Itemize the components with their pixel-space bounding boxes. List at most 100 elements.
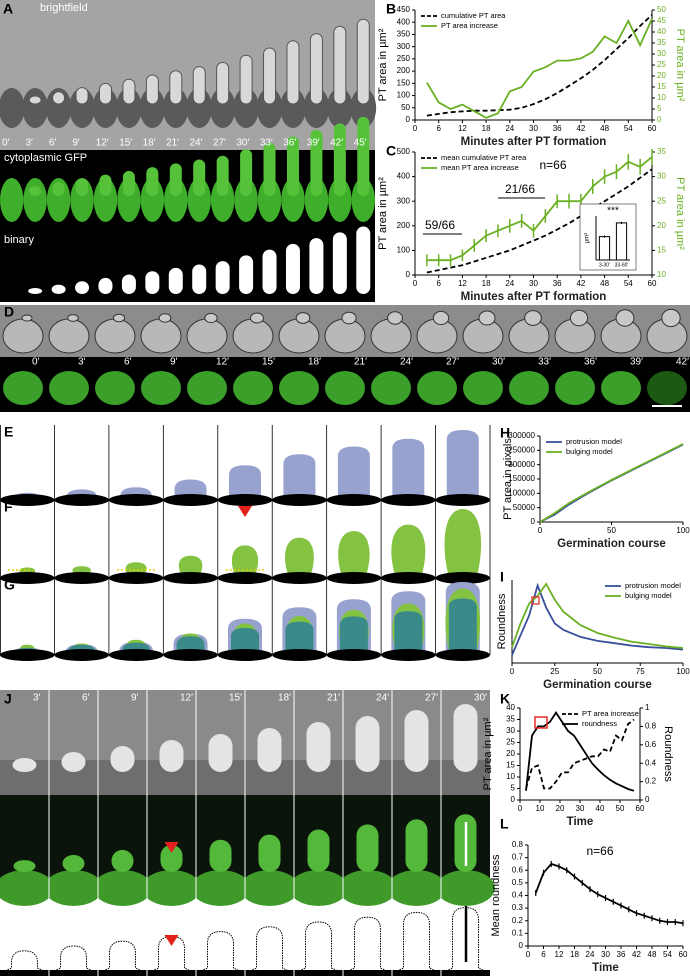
panel-letter: E	[4, 424, 13, 440]
cell	[48, 318, 90, 354]
y2-tick-label: 30	[657, 172, 666, 181]
outline-ground	[49, 970, 98, 976]
bud	[250, 312, 264, 324]
ground	[163, 494, 218, 506]
x-tick-label: 42	[576, 124, 585, 133]
tube	[356, 18, 370, 105]
bulging-shape	[178, 555, 203, 574]
y-tick-label: 15	[506, 761, 515, 770]
y2-tick-label: 50	[657, 5, 666, 14]
gfp-ground	[387, 870, 446, 906]
gfp-cell	[233, 371, 273, 405]
bud	[661, 308, 681, 328]
gfp-blob	[13, 860, 36, 872]
y-tick-label: 100	[397, 246, 411, 255]
series-line	[426, 156, 653, 262]
bf-blob	[257, 728, 282, 772]
y2-tick-label: 10	[657, 93, 666, 102]
x-tick-label: 0	[413, 124, 418, 133]
time-label: 15′	[119, 138, 132, 149]
y2-tick-label: 15	[657, 82, 666, 91]
x-tick-label: 18	[482, 279, 491, 288]
gfp-cell	[0, 178, 24, 222]
outline-ground	[0, 970, 49, 976]
ground	[54, 494, 109, 506]
gfp-tube	[146, 167, 159, 196]
legend-label: PT area increase	[582, 709, 639, 718]
binary-shape	[192, 264, 207, 294]
x-tick-label: 12	[458, 124, 467, 133]
ground	[0, 494, 55, 506]
protrusion-shape	[337, 446, 370, 496]
tube	[286, 40, 300, 105]
time-label: 24′	[190, 138, 203, 149]
x-axis-label: Time	[592, 962, 619, 974]
time-label: 45′	[354, 138, 367, 149]
series-line	[525, 710, 635, 792]
panel-letter: B	[386, 1, 396, 17]
binary-shape	[285, 243, 300, 294]
protrusion-shape	[176, 636, 205, 651]
gfp-cell	[555, 371, 595, 405]
series-line	[539, 443, 684, 523]
panel-letter: D	[4, 304, 14, 320]
y2-axis-label: Roundness	[662, 726, 674, 782]
y-tick-label: 200000	[508, 460, 535, 469]
y-tick-label: 150	[397, 78, 411, 87]
cell	[370, 318, 412, 354]
ground	[54, 649, 109, 661]
x-tick-label: 75	[636, 667, 645, 676]
gfp-tube	[76, 178, 89, 196]
y2-tick-label: 5	[657, 104, 662, 113]
gfp-tube	[122, 170, 135, 196]
y-tick-label: 300	[397, 196, 411, 205]
y-axis-label: µm²	[585, 233, 591, 243]
outline-ground	[245, 970, 294, 976]
bud	[341, 311, 357, 325]
time-label: 15′	[229, 693, 242, 704]
binary-shape	[309, 238, 324, 294]
x-tick-label: 48	[600, 124, 609, 133]
time-label: 27′	[213, 138, 226, 149]
gfp-tube	[29, 186, 42, 196]
ground	[217, 572, 273, 584]
gfp-ground	[191, 870, 250, 906]
time-label: 39′	[307, 138, 320, 149]
gfp-cell	[3, 371, 43, 405]
gfp-blob	[258, 834, 281, 872]
legend-label: bulging model	[566, 447, 613, 456]
x-tick-label: 60	[636, 804, 645, 813]
gfp-tube	[240, 149, 253, 196]
gfp-cell	[325, 371, 365, 405]
cell	[94, 318, 136, 354]
gfp-cell	[95, 371, 135, 405]
x-tick-label: 24	[505, 279, 514, 288]
x-tick-label: 48	[648, 950, 657, 959]
protrusion-shape	[394, 611, 423, 651]
y-tick-label: 30	[506, 726, 515, 735]
time-label: 6′	[82, 693, 90, 704]
tube	[169, 70, 183, 105]
x-tick-label: 60	[648, 124, 657, 133]
x-tick-label: 12	[555, 950, 564, 959]
time-label: 0′	[32, 357, 40, 368]
x-tick-label: 42	[576, 279, 585, 288]
binary-shape	[356, 226, 371, 294]
tube	[333, 25, 347, 105]
bud	[204, 312, 218, 324]
y-tick-label: 0	[406, 115, 411, 124]
x-tick-label: 50	[607, 526, 616, 535]
x-tick-label: 18	[570, 950, 579, 959]
panel-letter: J	[4, 691, 12, 707]
binary-shape	[51, 284, 66, 294]
annotation: n=66	[586, 844, 613, 858]
annotation: 59/66	[425, 218, 455, 232]
bf-blob	[12, 758, 37, 772]
protrusion-shape	[174, 479, 207, 496]
y-tick-label: 100000	[508, 488, 535, 497]
outline-ground	[294, 970, 343, 976]
gfp-tube	[263, 142, 276, 196]
series-line	[539, 443, 684, 523]
gfp-cell	[23, 178, 47, 222]
